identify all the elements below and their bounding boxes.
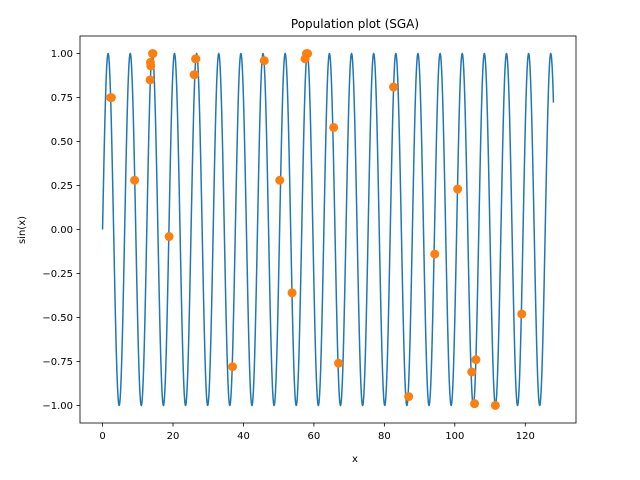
x-tick-label-4: 80 [378,431,391,442]
axes: 0 20 40 60 80 100 120 −1.00 −0.75 −0.50 −0.25 0.00 0… [42,35,577,442]
population-point-3 [145,75,155,85]
x-tick-label-2: 40 [237,431,250,442]
chart-title: Population plot (SGA) [291,17,419,31]
population-point-15 [275,175,285,185]
population-point-30 [490,400,500,410]
population-point-25 [430,249,440,259]
population-point-13 [228,362,238,372]
population-point-27 [467,367,477,377]
population-point-10 [189,70,199,80]
y-tick-label-0: −1.00 [42,401,73,412]
y-tick-label-8: 1.00 [51,49,73,60]
population-point-26 [453,184,463,194]
population-point-28 [470,399,480,409]
population-point-14 [259,56,269,66]
y-tick-label-1: −0.75 [42,357,73,368]
population-point-20 [303,49,313,59]
y-tick-label-7: 0.75 [51,93,73,104]
population-point-24 [404,392,414,402]
population-point-21 [329,122,339,132]
population-point-22 [334,358,344,368]
population-point-8 [164,232,174,242]
sine-line [101,52,555,407]
population-point-7 [148,49,158,59]
x-tick-label-3: 60 [308,431,321,442]
population-point-29 [471,355,481,365]
x-tick-label-6: 120 [516,431,535,442]
population-point-23 [389,82,399,92]
population-point-5 [146,61,156,71]
y-tick-label-2: −0.50 [42,313,73,324]
population-point-31 [517,309,527,319]
population-point-16 [287,288,297,298]
x-tick-label-5: 100 [445,431,464,442]
population-point-12 [191,54,201,64]
x-tick-label-0: 0 [99,431,105,442]
x-tick-label-1: 20 [167,431,180,442]
y-axis-label: sin(x) [17,216,28,244]
x-axis-label: x [352,454,358,465]
y-tick-label-3: −0.25 [42,269,73,280]
y-tick-label-5: 0.25 [51,181,73,192]
population-point-1 [106,93,116,103]
population-point-2 [130,175,140,185]
y-tick-label-4: 0.00 [51,225,73,236]
y-tick-label-6: 0.50 [51,137,73,148]
plot-area [101,49,555,410]
